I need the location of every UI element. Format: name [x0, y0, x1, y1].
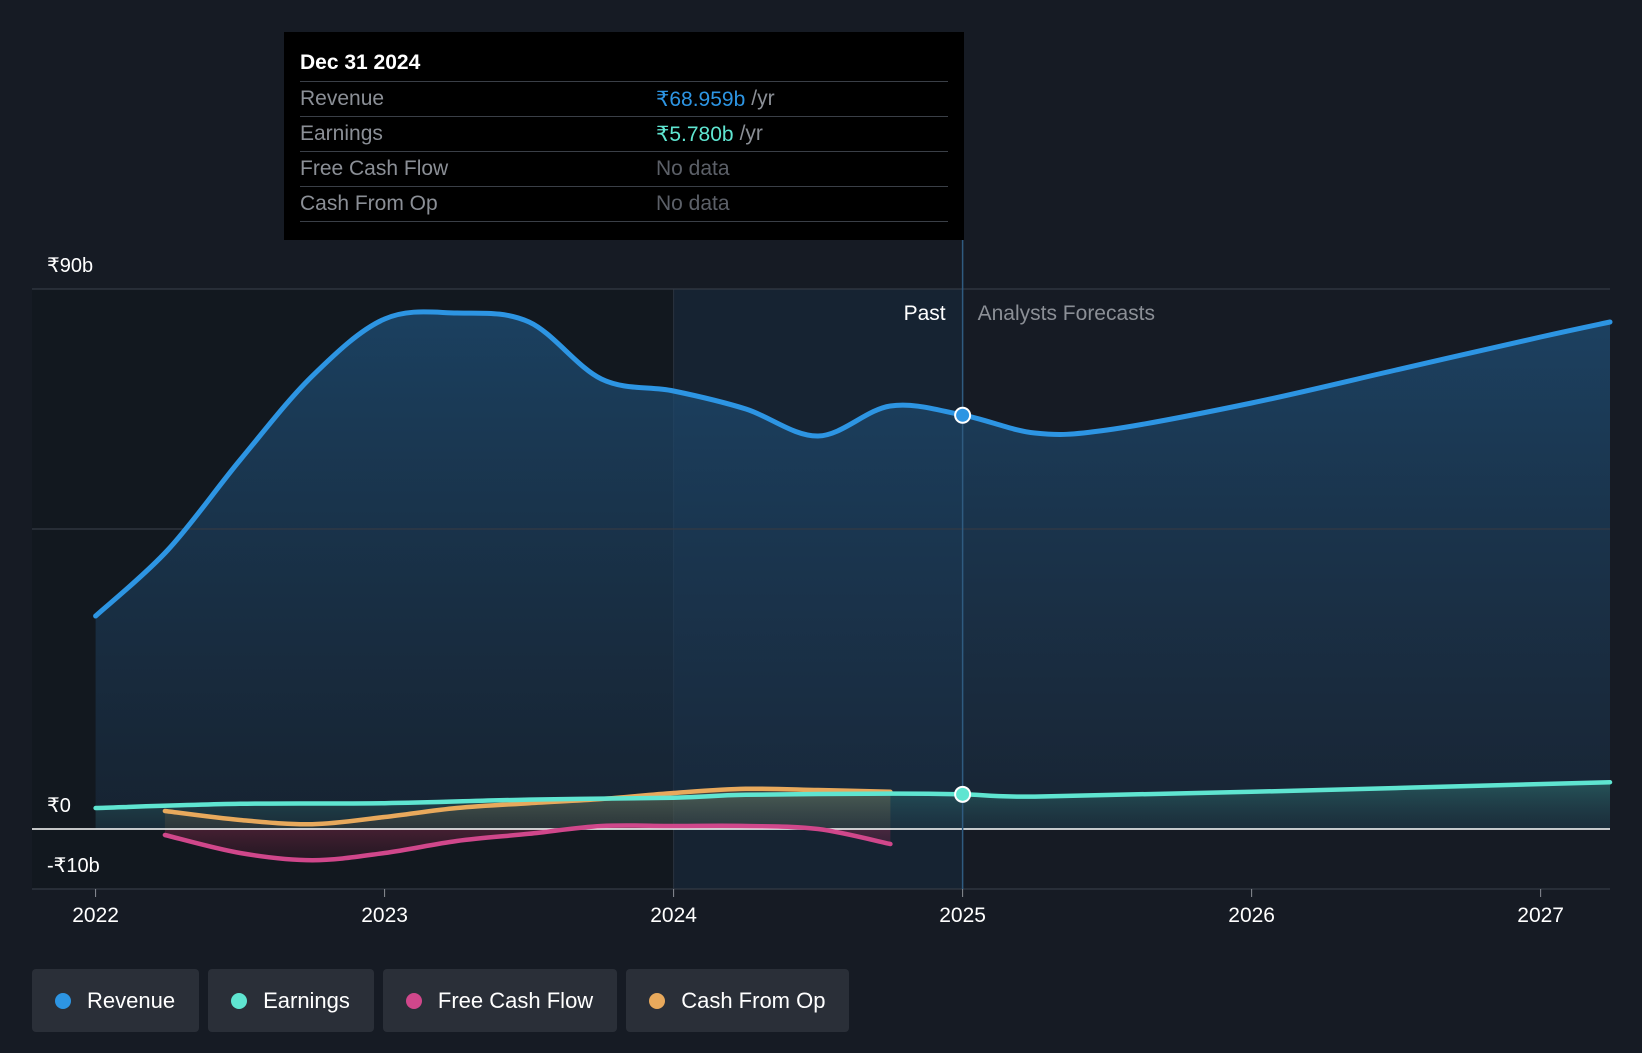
- tooltip-unit: /yr: [739, 122, 763, 145]
- marker-revenue: [954, 406, 972, 424]
- legend-item-earnings[interactable]: Earnings: [208, 969, 374, 1032]
- tooltip-value: ₹5.780b: [656, 122, 734, 146]
- legend-item-revenue[interactable]: Revenue: [32, 969, 200, 1032]
- tooltip-label: Revenue: [300, 87, 385, 110]
- tooltip-row-cash-from-op: Cash From Op No data: [300, 186, 948, 222]
- x-tick-label: 2023: [361, 904, 408, 927]
- tooltip-unit: /yr: [751, 87, 775, 110]
- forecast-label: Analysts Forecasts: [978, 302, 1155, 325]
- tooltip-label: Earnings: [300, 122, 383, 145]
- tooltip-label: Cash From Op: [300, 192, 438, 215]
- x-tick-label: 2025: [939, 904, 986, 927]
- x-tick-label: 2026: [1228, 904, 1275, 927]
- tooltip-value: No data: [656, 157, 730, 180]
- y-tick-label: ₹0: [47, 795, 71, 817]
- legend-dot-icon: [649, 992, 666, 1009]
- series-line-revenue: [93, 309, 1613, 619]
- legend-item-cash-from-op[interactable]: Cash From Op: [626, 969, 850, 1032]
- tooltip-label: Free Cash Flow: [300, 157, 449, 180]
- x-tick-label: 2027: [1517, 904, 1564, 927]
- legend-item-free-cash-flow[interactable]: Free Cash Flow: [382, 969, 618, 1032]
- marker-earnings: [954, 785, 972, 803]
- legend-dot-icon: [231, 992, 248, 1009]
- series-area-revenue: [95, 311, 1611, 829]
- tooltip: Dec 31 2024 Revenue ₹68.959b /yr Earning…: [284, 32, 964, 240]
- series-line-free-cash-flow: [162, 823, 893, 863]
- legend-label: Free Cash Flow: [437, 987, 594, 1013]
- chart-legend: Revenue Earnings Free Cash Flow Cash Fro…: [32, 969, 850, 1032]
- tooltip-date: Dec 31 2024: [300, 51, 421, 74]
- series-line-earnings: [93, 779, 1613, 811]
- tooltip-value: ₹68.959b: [656, 87, 746, 111]
- legend-label: Earnings: [263, 987, 350, 1013]
- x-tick-label: 2024: [650, 904, 697, 927]
- series-area-free-cash-flow: [164, 825, 891, 861]
- tooltip-value: No data: [656, 192, 730, 215]
- legend-label: Cash From Op: [681, 987, 826, 1013]
- tooltip-row-revenue: Revenue ₹68.959b /yr: [300, 81, 948, 116]
- series-line-cash-from-op: [162, 786, 893, 827]
- past-label: Past: [904, 302, 946, 325]
- legend-dot-icon: [55, 992, 71, 1009]
- legend-label: Revenue: [87, 987, 176, 1013]
- x-tick-label: 2022: [72, 904, 119, 927]
- y-tick-label: -₹10b: [47, 855, 100, 877]
- tooltip-row-earnings: Earnings ₹5.780b /yr: [300, 116, 948, 151]
- legend-dot-icon: [405, 992, 422, 1009]
- y-tick-label: ₹90b: [47, 255, 93, 277]
- tooltip-row-free-cash-flow: Free Cash Flow No data: [300, 151, 948, 186]
- series-area-cash-from-op: [164, 788, 891, 829]
